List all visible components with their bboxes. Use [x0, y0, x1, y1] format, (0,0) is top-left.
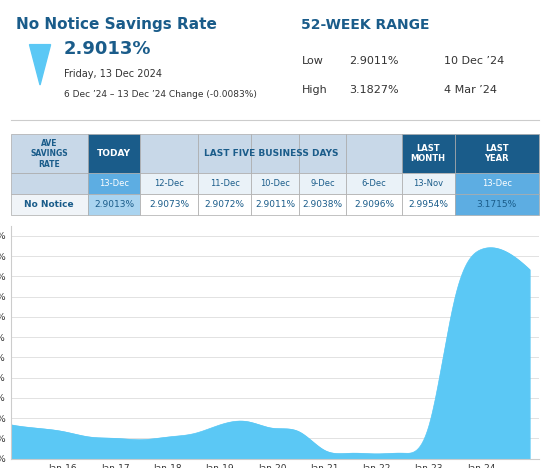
Text: 6-Dec: 6-Dec: [362, 179, 386, 188]
FancyBboxPatch shape: [251, 195, 299, 214]
Text: 13-Dec: 13-Dec: [482, 179, 512, 188]
Text: 11-Dec: 11-Dec: [210, 179, 240, 188]
FancyBboxPatch shape: [402, 173, 454, 195]
FancyBboxPatch shape: [454, 173, 539, 195]
Text: 9-Dec: 9-Dec: [310, 179, 335, 188]
FancyBboxPatch shape: [454, 134, 539, 173]
Text: 2.9954%: 2.9954%: [408, 200, 448, 209]
Text: 3.1827%: 3.1827%: [349, 85, 399, 95]
Text: 2.9072%: 2.9072%: [205, 200, 245, 209]
FancyBboxPatch shape: [140, 195, 199, 214]
FancyBboxPatch shape: [140, 134, 199, 173]
Text: 2.9013%: 2.9013%: [64, 40, 151, 58]
FancyBboxPatch shape: [199, 173, 251, 195]
Text: LAST
YEAR: LAST YEAR: [485, 144, 509, 163]
FancyBboxPatch shape: [87, 195, 140, 214]
FancyBboxPatch shape: [11, 173, 87, 195]
Text: 2.9011%: 2.9011%: [255, 200, 295, 209]
Polygon shape: [30, 44, 51, 85]
Text: No Notice Savings Rate: No Notice Savings Rate: [16, 17, 217, 32]
Text: 10 Dec ’24: 10 Dec ’24: [444, 56, 504, 66]
FancyBboxPatch shape: [11, 195, 87, 214]
Text: LAST FIVE BUSINESS DAYS: LAST FIVE BUSINESS DAYS: [204, 149, 338, 158]
Text: 2.9013%: 2.9013%: [94, 200, 134, 209]
FancyBboxPatch shape: [251, 134, 299, 173]
FancyBboxPatch shape: [251, 173, 299, 195]
Text: 6 Dec ’24 – 13 Dec ’24 Change (-0.0083%): 6 Dec ’24 – 13 Dec ’24 Change (-0.0083%): [64, 90, 257, 100]
Text: 13-Dec: 13-Dec: [99, 179, 129, 188]
FancyBboxPatch shape: [346, 195, 402, 214]
Text: LAST
MONTH: LAST MONTH: [411, 144, 446, 163]
FancyBboxPatch shape: [299, 195, 346, 214]
Text: TODAY: TODAY: [97, 149, 131, 158]
FancyBboxPatch shape: [402, 195, 454, 214]
Text: 12-Dec: 12-Dec: [155, 179, 184, 188]
FancyBboxPatch shape: [199, 195, 251, 214]
Text: 2.9011%: 2.9011%: [349, 56, 398, 66]
Text: No Notice: No Notice: [24, 200, 74, 209]
Text: High: High: [301, 85, 327, 95]
FancyBboxPatch shape: [87, 134, 140, 173]
Text: 3.1715%: 3.1715%: [477, 200, 517, 209]
Text: AVE
SAVINGS
RATE: AVE SAVINGS RATE: [30, 139, 68, 168]
FancyBboxPatch shape: [87, 173, 140, 195]
Text: 2.9073%: 2.9073%: [150, 200, 189, 209]
FancyBboxPatch shape: [299, 173, 346, 195]
FancyBboxPatch shape: [11, 134, 87, 173]
Text: 13-Nov: 13-Nov: [413, 179, 443, 188]
FancyBboxPatch shape: [346, 173, 402, 195]
Text: Low: Low: [301, 56, 323, 66]
FancyBboxPatch shape: [346, 134, 402, 173]
FancyBboxPatch shape: [140, 173, 199, 195]
Text: 10-Dec: 10-Dec: [260, 179, 290, 188]
FancyBboxPatch shape: [199, 134, 251, 173]
Text: 2.9096%: 2.9096%: [354, 200, 394, 209]
FancyBboxPatch shape: [402, 134, 454, 173]
FancyBboxPatch shape: [299, 134, 346, 173]
Text: 52-WEEK RANGE: 52-WEEK RANGE: [301, 18, 430, 32]
FancyBboxPatch shape: [454, 195, 539, 214]
Text: 2.9038%: 2.9038%: [302, 200, 343, 209]
Text: 4 Mar ’24: 4 Mar ’24: [444, 85, 497, 95]
Text: Friday, 13 Dec 2024: Friday, 13 Dec 2024: [64, 69, 162, 79]
